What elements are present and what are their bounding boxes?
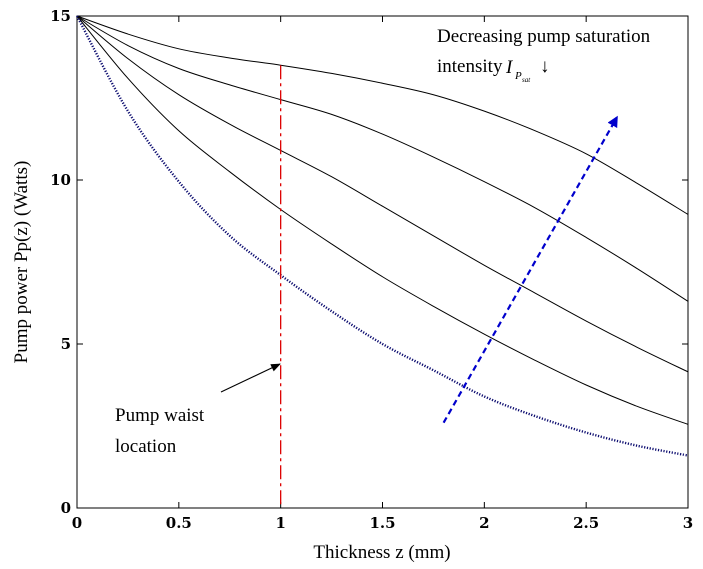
x-tick-label-2: 1: [275, 514, 285, 532]
x-tick-label-3: 1.5: [369, 514, 395, 532]
y-tick-label-2: 10: [50, 171, 71, 189]
symbol-sub-sat: sat: [522, 76, 531, 84]
trend-arrow: [442, 115, 618, 424]
waist-pointer-arrow: [220, 363, 281, 393]
x-tick-label-5: 2.5: [573, 514, 599, 532]
symbol-i: I: [505, 57, 514, 78]
y-tick-label-3: 15: [50, 7, 71, 25]
saturation-label-line1: Decreasing pump saturation: [437, 26, 651, 47]
saturation-label-line2: intensity: [437, 56, 503, 77]
x-tick-label-0: 0: [72, 514, 82, 532]
series-line-3: [76, 15, 689, 373]
x-tick-label-1: 0.5: [166, 514, 192, 532]
y-tick-label-1: 5: [61, 335, 71, 353]
y-tick-label-0: 0: [61, 499, 71, 517]
series-line-4: [76, 15, 689, 425]
symbol-sub-p: P: [514, 70, 522, 82]
series-line-5: [75, 15, 689, 457]
x-tick-label-4: 2: [479, 514, 489, 532]
y-axis-label: Pump power Pp(z) (Watts): [11, 161, 32, 364]
series-line-2: [76, 15, 689, 302]
plot-frame: [76, 15, 689, 509]
x-tick-label-6: 3: [683, 514, 693, 532]
waist-label-line2: location: [115, 436, 177, 457]
series-line-1: [76, 15, 689, 215]
x-axis-label: Thickness z (mm): [313, 542, 450, 563]
series-lines: [75, 15, 689, 457]
tick-labels: 0 0.5 1 1.5 2 2.5 3 0 5 10 15: [50, 7, 693, 532]
axis-ticks: [76, 15, 689, 509]
waist-label-line1: Pump waist: [115, 405, 205, 426]
down-arrow-glyph: ↓: [540, 56, 550, 77]
